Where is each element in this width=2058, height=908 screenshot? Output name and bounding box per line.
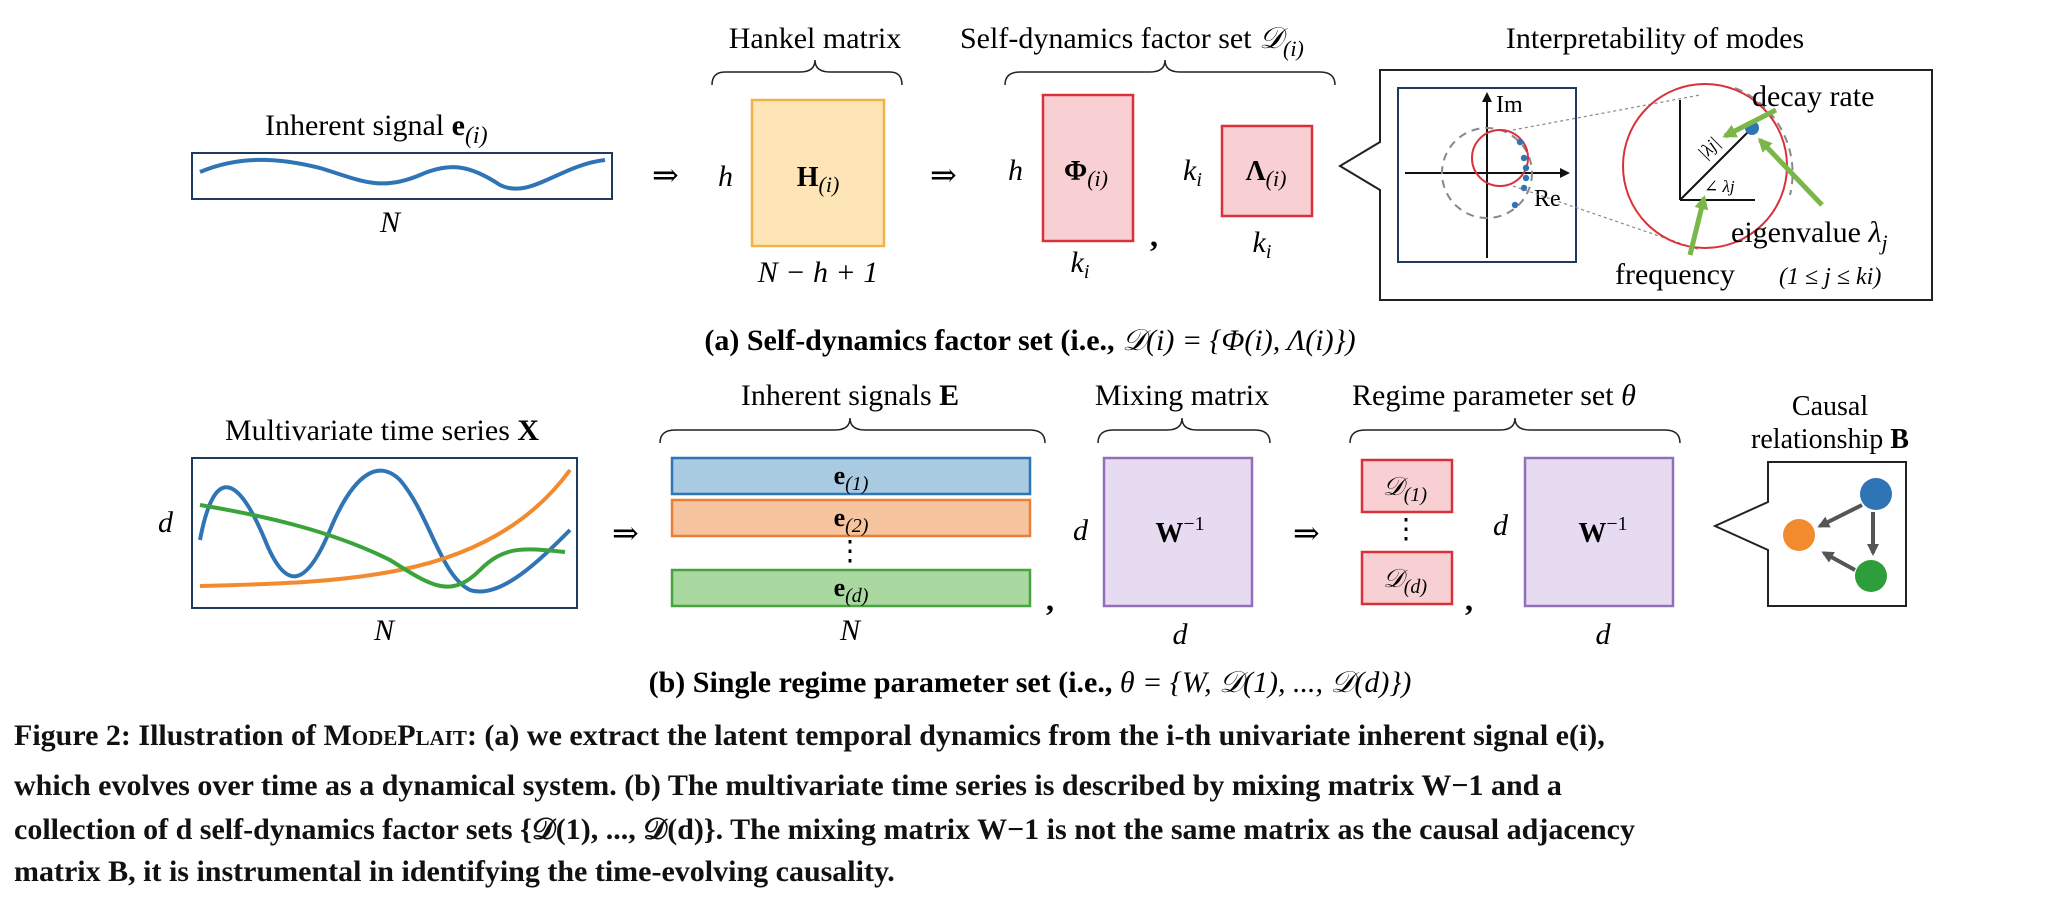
regime-mixing-label: W−1 bbox=[1578, 513, 1627, 549]
series-orange bbox=[199, 468, 572, 588]
inherent-signal-bar-label: e(1) bbox=[834, 461, 869, 495]
eigen-circle bbox=[1471, 129, 1529, 187]
inherent-signals-title: Inherent signals E bbox=[741, 379, 959, 412]
modes-title: Interpretability of modes bbox=[1506, 22, 1804, 55]
causal-title-2: relationship B bbox=[1751, 424, 1909, 455]
regime-rows-label: d bbox=[1493, 509, 1509, 542]
angle-label: ∠ λj bbox=[1704, 177, 1735, 196]
eigenvalue-point bbox=[1520, 184, 1528, 192]
causal-node-orange bbox=[1783, 519, 1815, 551]
factor-set-title: Self-dynamics factor set 𝒟(i) bbox=[960, 22, 1304, 61]
figure-caption-line-2: which evolves over time as a dynamical s… bbox=[14, 769, 1562, 802]
lambda-rows-label: ki bbox=[1183, 154, 1202, 191]
series-blue bbox=[198, 468, 572, 594]
eigenvalue-point bbox=[1511, 201, 1519, 209]
lambda-cols-label: ki bbox=[1253, 226, 1272, 263]
axis-re-label: Re bbox=[1534, 186, 1561, 212]
factor-comma: , bbox=[1150, 217, 1158, 253]
figure-caption-line-4: matrix B, it is instrumental in identify… bbox=[14, 855, 895, 888]
inherent-signals-brace bbox=[659, 417, 1046, 444]
signals-cols-label: N bbox=[839, 614, 862, 647]
figure-diagram: Inherent signal e(i) N ⇒ Hankel matrix h… bbox=[158, 22, 1933, 699]
inherent-signal-title: Inherent signal e(i) bbox=[265, 109, 488, 149]
panel-a-caption: (a) Self-dynamics factor set (i.e., 𝒟(i)… bbox=[704, 324, 1355, 357]
phi-cols-label: ki bbox=[1071, 246, 1090, 283]
inherent-signal-bar-label: e(2) bbox=[834, 503, 869, 537]
mixing-matrix-box bbox=[1102, 456, 1254, 608]
causal-edge-green-orange bbox=[1821, 551, 1856, 572]
zoom-line bbox=[1512, 94, 1701, 131]
regime-title: Regime parameter set θ bbox=[1352, 379, 1636, 412]
mts-cols-label: N bbox=[373, 614, 396, 647]
mixing-cols-label: d bbox=[1173, 618, 1189, 651]
regime-mixing-box bbox=[1523, 456, 1675, 608]
regime-brace bbox=[1349, 417, 1681, 444]
regime-item-d-box bbox=[1360, 550, 1454, 606]
inherent-signal-bar bbox=[670, 498, 1032, 538]
magnitude-vector bbox=[1679, 127, 1753, 201]
regime-item-1-box bbox=[1360, 458, 1454, 514]
panel-b: Multivariate time series X d N ⇒ Inheren… bbox=[158, 379, 1909, 699]
eigenvalue-point bbox=[1522, 174, 1530, 182]
inherent-signal-bar bbox=[670, 568, 1032, 608]
signals-comma: , bbox=[1046, 581, 1054, 617]
causal-node-blue bbox=[1860, 478, 1892, 510]
figure-caption-line-3: collection of d self-dynamics factor set… bbox=[14, 813, 1635, 846]
unit-circle bbox=[1441, 127, 1533, 219]
series-green bbox=[199, 503, 566, 589]
axis-im-label: Im bbox=[1496, 92, 1523, 118]
mts-title: Multivariate time series X bbox=[225, 414, 539, 447]
inherent-signal-bar-label: e(d) bbox=[834, 573, 869, 607]
phi-matrix-box bbox=[1041, 93, 1135, 243]
eigenvalue-label: eigenvalue λj bbox=[1731, 216, 1888, 255]
lambda-matrix-box bbox=[1220, 124, 1314, 218]
frequency-arrow bbox=[1687, 195, 1709, 256]
decay-rate-label: decay rate bbox=[1752, 80, 1874, 113]
factor-set-brace bbox=[1004, 59, 1336, 86]
eigenvalue-point bbox=[1522, 164, 1530, 172]
inherent-signal-wave bbox=[199, 157, 606, 191]
phi-matrix-label: Φ(i) bbox=[1064, 156, 1108, 191]
mixing-title: Mixing matrix bbox=[1095, 379, 1269, 412]
decay-arrow bbox=[1722, 107, 1778, 139]
causal-node-green bbox=[1855, 560, 1887, 592]
implies-arrow-3: ⇒ bbox=[612, 515, 639, 551]
signal-bars: e(1) e(2) e(d) bbox=[670, 456, 1032, 608]
panel-a: Inherent signal e(i) N ⇒ Hankel matrix h… bbox=[191, 22, 1933, 357]
hankel-title: Hankel matrix bbox=[729, 22, 901, 55]
causal-title-1: Causal bbox=[1792, 391, 1868, 422]
inherent-signal-bar bbox=[670, 456, 1032, 496]
eigenvalue-point bbox=[1520, 154, 1528, 162]
signals-vdots: ⋮ bbox=[836, 536, 864, 567]
mixing-rows-label: d bbox=[1073, 514, 1089, 547]
regime-vdots: ⋮ bbox=[1392, 514, 1420, 545]
phi-rows-label: h bbox=[1008, 154, 1023, 187]
hankel-rows-label: h bbox=[718, 160, 733, 193]
regime-cols-label: d bbox=[1596, 618, 1612, 651]
mixing-matrix-label: W−1 bbox=[1155, 513, 1204, 549]
mts-rows-label: d bbox=[158, 506, 174, 539]
eigenvalue-arrow bbox=[1757, 137, 1824, 207]
lambda-matrix-label: Λ(i) bbox=[1246, 156, 1287, 191]
hankel-matrix-label: H(i) bbox=[797, 162, 840, 197]
frequency-label: frequency bbox=[1615, 258, 1735, 291]
eigenvalue-point bbox=[1516, 138, 1524, 146]
implies-arrow-2: ⇒ bbox=[930, 157, 957, 193]
eigen-range-label: (1 ≤ j ≤ ki) bbox=[1779, 264, 1881, 290]
figure-caption-line-1: Figure 2: Illustration of ModePlait: (a)… bbox=[14, 719, 1605, 752]
hankel-matrix-box bbox=[750, 98, 886, 248]
panel-b-caption: (b) Single regime parameter set (i.e., θ… bbox=[649, 666, 1412, 699]
hankel-cols-label: N − h + 1 bbox=[757, 256, 879, 289]
implies-arrow-1: ⇒ bbox=[652, 157, 679, 193]
signal-length-label: N bbox=[379, 206, 402, 239]
regime-comma: , bbox=[1465, 581, 1473, 617]
implies-arrow-4: ⇒ bbox=[1293, 515, 1320, 551]
causal-edge-blue-orange bbox=[1817, 503, 1863, 528]
hankel-brace bbox=[711, 59, 903, 86]
zoom-unit-arc bbox=[1734, 87, 1794, 196]
mixing-brace bbox=[1097, 417, 1271, 444]
